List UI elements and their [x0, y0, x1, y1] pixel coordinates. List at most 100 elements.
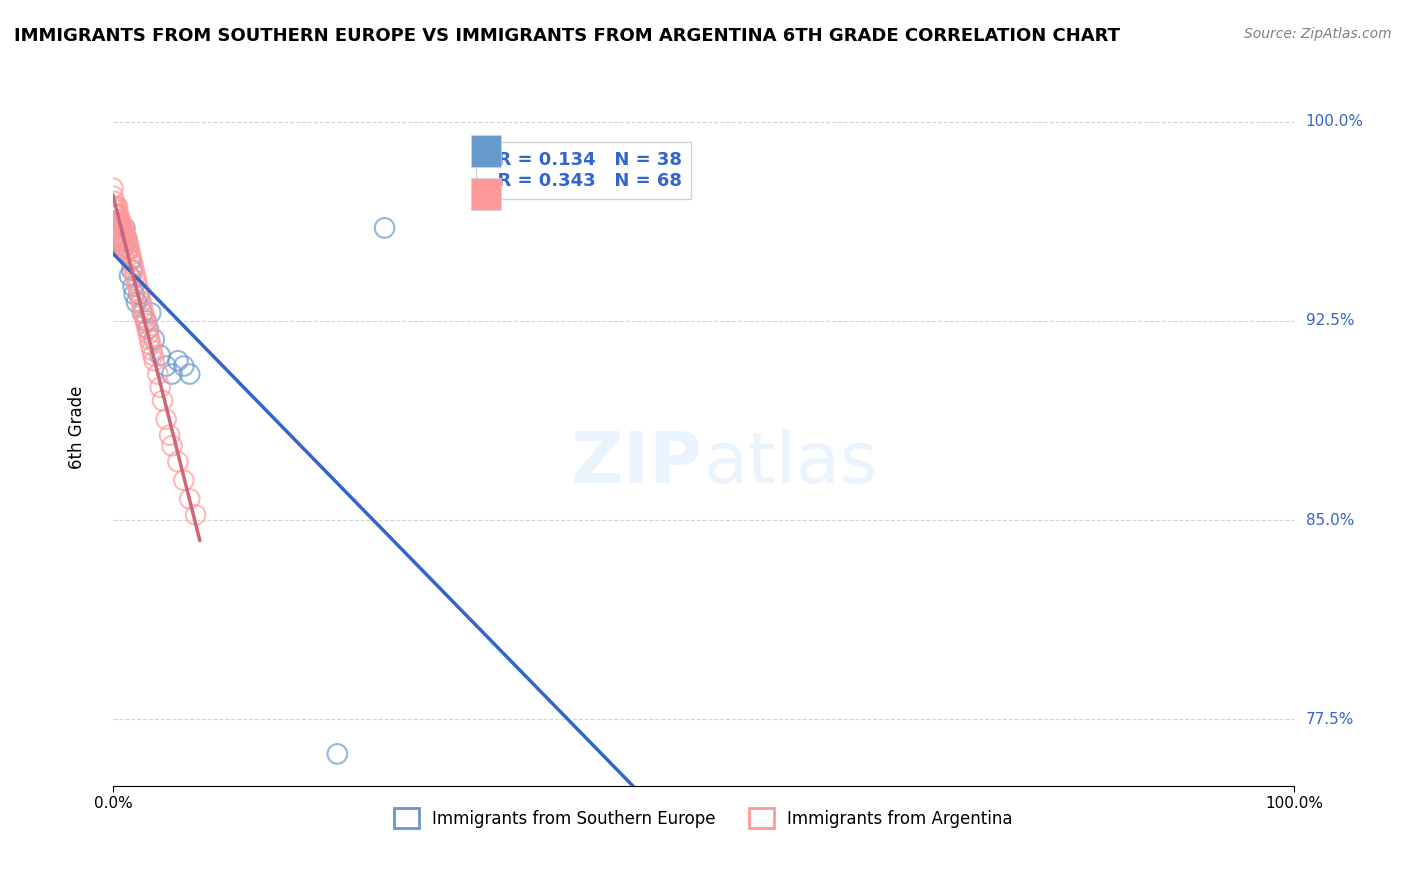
Point [117, 236, 139, 251]
Point [112, 239, 135, 253]
Point [103, 194, 125, 209]
Point [129, 290, 152, 304]
Point [160, 439, 183, 453]
Text: 77.5%: 77.5% [1306, 712, 1354, 727]
Text: 92.5%: 92.5% [1306, 313, 1354, 328]
Point [108, 228, 131, 243]
Point [107, 213, 129, 227]
Point [101, 221, 124, 235]
Point [118, 268, 141, 283]
Point [131, 301, 153, 315]
Point [115, 228, 138, 243]
Point [104, 200, 127, 214]
Point [149, 348, 172, 362]
Point [105, 208, 128, 222]
Point [160, 367, 183, 381]
Point [129, 295, 152, 310]
Point [128, 285, 150, 299]
Point [105, 208, 128, 222]
Point [136, 322, 159, 336]
Point [117, 244, 139, 259]
Text: ZIP: ZIP [571, 428, 703, 498]
Point [108, 213, 131, 227]
Point [104, 216, 127, 230]
Point [122, 287, 145, 301]
Point [139, 306, 162, 320]
Point [101, 234, 124, 248]
Text: atlas: atlas [703, 428, 877, 498]
Point [105, 200, 128, 214]
Point [101, 189, 124, 203]
Point [122, 279, 145, 293]
Point [128, 287, 150, 301]
Point [108, 234, 131, 248]
Point [173, 473, 195, 487]
Point [159, 428, 181, 442]
Point [112, 234, 135, 248]
FancyBboxPatch shape [471, 136, 502, 167]
Point [143, 353, 166, 368]
Point [120, 247, 142, 261]
Point [121, 263, 143, 277]
Point [326, 747, 349, 761]
Point [107, 221, 129, 235]
Point [108, 228, 131, 243]
Point [135, 317, 157, 331]
Point [138, 322, 160, 336]
Point [184, 508, 207, 522]
Point [111, 231, 134, 245]
Point [105, 216, 128, 230]
Point [114, 228, 136, 243]
Point [374, 221, 396, 235]
Point [146, 367, 169, 381]
Point [110, 226, 132, 240]
Point [107, 226, 129, 240]
Point [122, 263, 145, 277]
Point [127, 279, 149, 293]
Point [131, 306, 153, 320]
Point [152, 393, 174, 408]
Point [125, 295, 148, 310]
Point [135, 314, 157, 328]
Point [110, 216, 132, 230]
Point [111, 239, 134, 253]
Point [114, 221, 136, 235]
Point [143, 333, 166, 347]
Point [115, 234, 138, 248]
Point [108, 216, 131, 230]
Point [110, 221, 132, 235]
Point [111, 226, 134, 240]
Point [141, 343, 163, 358]
Point [118, 242, 141, 256]
Point [179, 367, 201, 381]
Point [115, 231, 138, 245]
FancyBboxPatch shape [471, 178, 502, 210]
Point [117, 242, 139, 256]
Text: IMMIGRANTS FROM SOUTHERN EUROPE VS IMMIGRANTS FROM ARGENTINA 6TH GRADE CORRELATI: IMMIGRANTS FROM SOUTHERN EUROPE VS IMMIG… [14, 27, 1121, 45]
Point [167, 455, 190, 469]
Point [104, 208, 127, 222]
Point [142, 348, 165, 362]
Point [111, 221, 134, 235]
Text: 6th Grade: 6th Grade [69, 385, 87, 469]
Point [107, 221, 129, 235]
Legend: Immigrants from Southern Europe, Immigrants from Argentina: Immigrants from Southern Europe, Immigra… [387, 801, 1019, 835]
Point [122, 258, 145, 272]
Point [132, 306, 155, 320]
Point [108, 221, 131, 235]
Text: 85.0%: 85.0% [1306, 513, 1354, 528]
Point [173, 359, 195, 373]
Point [134, 311, 156, 326]
Point [138, 333, 160, 347]
Point [101, 181, 124, 195]
Point [112, 226, 135, 240]
Point [115, 242, 138, 256]
Point [125, 274, 148, 288]
Point [114, 239, 136, 253]
Point [103, 208, 125, 222]
Point [114, 228, 136, 243]
Point [120, 252, 142, 267]
Point [115, 239, 138, 253]
Point [121, 252, 143, 267]
Point [108, 208, 131, 222]
